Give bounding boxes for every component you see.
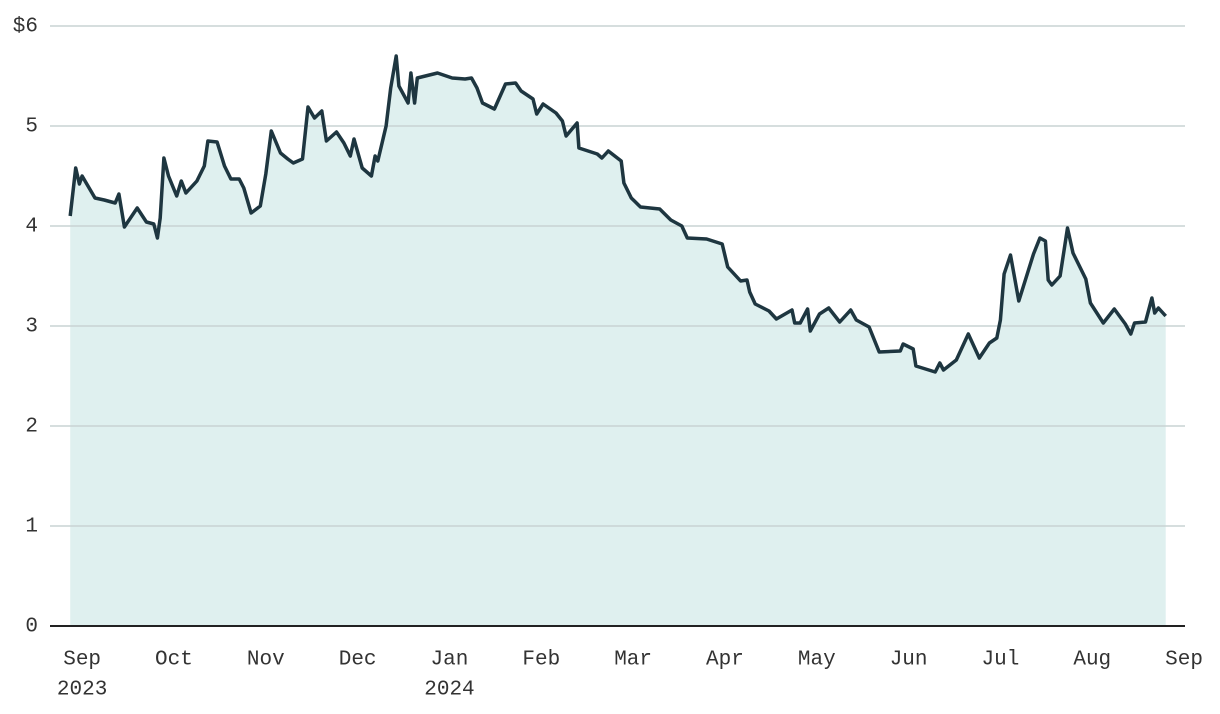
- area: [70, 56, 1166, 626]
- y-tick-label: 1: [25, 516, 38, 539]
- x-tick-label: Mar: [614, 649, 652, 672]
- x-tick-label: Dec: [339, 649, 377, 672]
- x-tick-label: Sep: [1165, 649, 1203, 672]
- y-tick-label: 5: [25, 116, 38, 139]
- x-tick-label: May: [798, 649, 836, 672]
- x-tick-label: Nov: [247, 649, 285, 672]
- x-tick-label: Feb: [522, 649, 560, 672]
- y-tick-label: 3: [25, 316, 38, 339]
- x-tick-label: Jul: [982, 649, 1020, 672]
- y-tick-label: 0: [25, 616, 38, 639]
- x-tick-year: 2024: [424, 679, 474, 702]
- x-tick-label: Jun: [890, 649, 928, 672]
- x-tick-label: Sep: [63, 649, 101, 672]
- y-tick-label: $6: [13, 16, 38, 39]
- x-tick-label: Oct: [155, 649, 193, 672]
- x-tick-label: Jan: [431, 649, 469, 672]
- y-tick-label: 4: [25, 216, 38, 239]
- x-tick-label: Aug: [1073, 649, 1111, 672]
- y-tick-label: 2: [25, 416, 38, 439]
- x-tick-year: 2023: [57, 679, 107, 702]
- line: [68, 54, 1167, 374]
- x-tick-label: Apr: [706, 649, 744, 672]
